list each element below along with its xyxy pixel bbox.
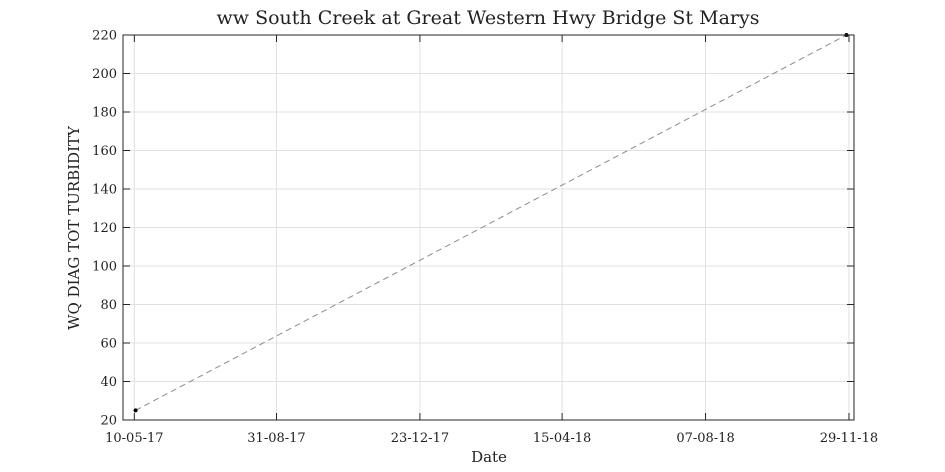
x-tick-label: 15-04-18 <box>533 431 591 446</box>
y-tick-label: 220 <box>92 29 117 44</box>
ticks <box>123 34 854 421</box>
y-tick-label: 60 <box>100 337 117 352</box>
y-tick-label: 80 <box>100 298 117 313</box>
y-axis-label: WQ DIAG TOT TURBIDITY <box>65 125 83 330</box>
series-line <box>135 34 847 411</box>
y-tick-label: 180 <box>92 106 117 121</box>
x-tick-label: 29-11-18 <box>820 431 878 446</box>
y-tick-label: 160 <box>92 144 117 159</box>
x-tick-label: 10-05-17 <box>105 431 163 446</box>
series-layer <box>133 33 849 413</box>
y-tick-label: 40 <box>100 375 117 390</box>
chart-title: ww South Creek at Great Western Hwy Brid… <box>217 7 760 29</box>
tick-labels: 10-05-17 31-08-17 23-12-17 15-04-18 07-08-18… <box>92 29 878 447</box>
y-tick-label: 140 <box>92 183 117 198</box>
grid <box>123 34 854 421</box>
y-tick-label: 120 <box>92 221 117 236</box>
y-tick-label: 100 <box>92 260 117 275</box>
x-axis-label: Date <box>471 448 507 466</box>
x-tick-label: 07-08-18 <box>676 431 734 446</box>
x-tick-label: 23-12-17 <box>391 431 449 446</box>
x-tick-label: 31-08-17 <box>247 431 305 446</box>
y-tick-label: 200 <box>92 67 117 82</box>
data-point <box>133 408 138 413</box>
y-tick-label: 20 <box>100 414 117 429</box>
